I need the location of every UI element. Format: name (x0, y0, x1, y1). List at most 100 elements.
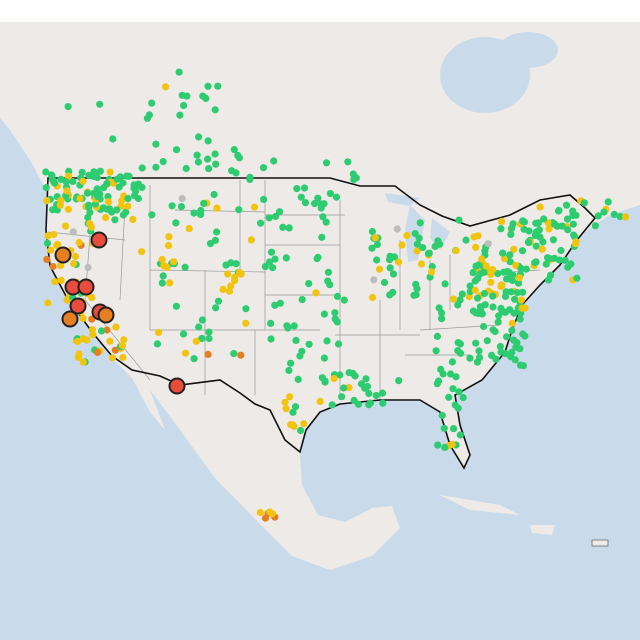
monitor-dot (83, 189, 92, 197)
monitor-dot (610, 210, 618, 218)
monitor-dot (441, 280, 449, 288)
monitor-dot (76, 194, 84, 203)
monitor-dot (462, 236, 470, 244)
monitor-dot (200, 199, 208, 207)
monitor-dot (120, 336, 128, 344)
monitor-dot (497, 225, 505, 233)
monitor-dot (42, 184, 50, 192)
monitor-dot (232, 169, 240, 177)
monitor-dot (519, 330, 527, 338)
monitor-dot (481, 301, 489, 309)
monitor-dot (459, 394, 467, 402)
monitor-dot (496, 342, 504, 351)
monitor-dot (235, 206, 243, 214)
monitor-dot (604, 198, 612, 206)
monitor-dot (319, 213, 327, 221)
monitor-dot (94, 193, 102, 201)
monitor-dot (322, 218, 330, 226)
monitor-dot (159, 272, 167, 280)
monitor-dot (165, 233, 173, 241)
monitor-dot (510, 245, 518, 253)
monitor-dot (85, 201, 93, 209)
monitor-dot (365, 401, 373, 409)
monitor-dot (320, 310, 328, 318)
hispaniola (530, 525, 555, 535)
monitor-dot (433, 332, 441, 340)
monitor-dot (516, 315, 524, 323)
monitor-dot (153, 340, 161, 348)
monitor-dot (234, 151, 242, 159)
monitor-dot (138, 183, 146, 191)
monitor-dot (536, 203, 544, 211)
monitor-dot (93, 348, 102, 356)
monitor-dot (370, 276, 378, 284)
monitor-dot (129, 215, 137, 223)
monitor-dot (47, 246, 55, 254)
monitor-dot (330, 374, 338, 383)
monitor-dot (489, 266, 497, 274)
monitor-dot (79, 314, 87, 322)
monitor-dot (475, 347, 483, 355)
monitor-dot (564, 263, 572, 271)
monitor-dot (181, 263, 189, 271)
monitor-dot (494, 318, 502, 326)
monitor-dot (163, 263, 171, 271)
monitor-dot (474, 294, 482, 302)
monitor-dot (314, 194, 322, 202)
monitor-dot (282, 254, 290, 262)
monitor-dot (508, 224, 516, 232)
monitor-dot (49, 206, 57, 214)
monitor-dot (162, 83, 170, 91)
monitor-dot (285, 224, 293, 232)
monitor-dot (471, 286, 479, 294)
monitor-dot (267, 335, 275, 343)
monitor-dot (64, 205, 72, 213)
monitor-dot (276, 299, 284, 307)
monitor-dot (214, 297, 223, 305)
monitor-dot (351, 372, 359, 380)
monitor-dot (49, 262, 57, 271)
monitor-dot (333, 318, 341, 326)
monitor-dot (65, 172, 73, 180)
monitor-dot (417, 260, 426, 268)
monitor-dot (512, 261, 520, 269)
monitor-dot (398, 241, 406, 249)
monitor-dot (508, 319, 516, 327)
monitor-dot (266, 508, 274, 516)
monitor-dot (438, 411, 446, 419)
monitor-dot (276, 208, 284, 216)
monitor-dot (333, 292, 342, 300)
monitor-dot (250, 203, 259, 211)
monitor-dot (75, 350, 83, 358)
monitor-dot (494, 270, 502, 278)
monitor-dot (393, 225, 401, 233)
monitor-dot (372, 391, 380, 400)
cuba (440, 495, 520, 515)
monitor-dot (340, 296, 348, 304)
monitor-dot (554, 207, 563, 215)
monitor-dot (505, 268, 513, 276)
monitor-dot (518, 247, 527, 255)
monitor-dot (193, 151, 201, 159)
monitor-dot (506, 251, 514, 259)
monitor-dot (512, 343, 520, 351)
monitor-dot (419, 244, 427, 252)
monitor-dot (148, 211, 156, 219)
monitor-dot (70, 260, 78, 268)
monitor-dots (42, 68, 630, 522)
monitor-dot (542, 260, 550, 268)
monitor-dot (62, 222, 70, 230)
monitor-dot (514, 279, 523, 287)
monitor-dot (112, 323, 120, 331)
monitor-dot (204, 350, 212, 358)
monitor-dot (525, 239, 533, 247)
monitor-dot (445, 393, 453, 401)
monitor-dot (282, 405, 290, 413)
monitor-dot (117, 197, 126, 205)
monitor-dot (190, 355, 198, 363)
monitor-dot (158, 255, 166, 264)
monitor-dot (368, 293, 377, 302)
large-marker (61, 310, 79, 328)
monitor-dot (287, 359, 295, 367)
monitor-dot (483, 337, 491, 345)
